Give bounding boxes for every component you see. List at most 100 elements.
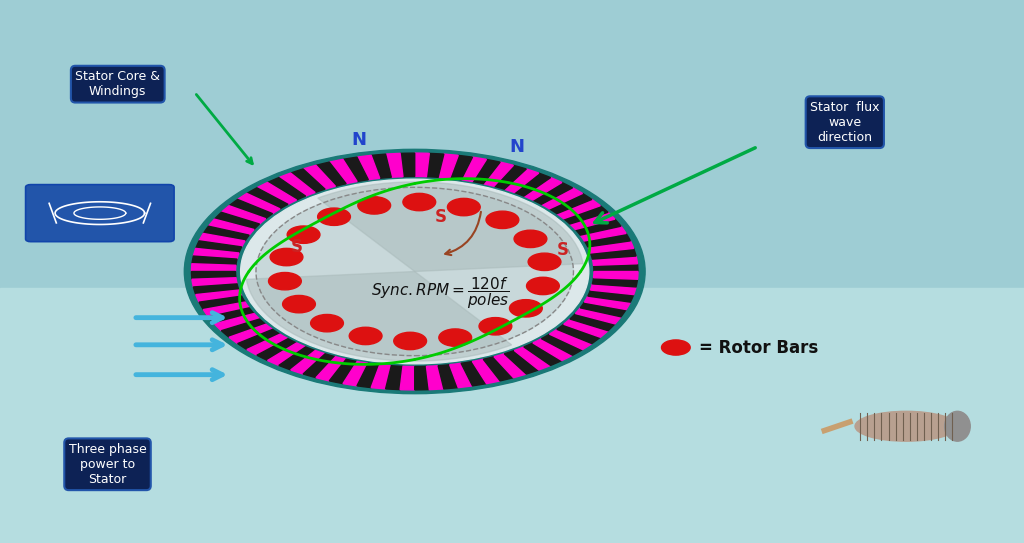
Wedge shape — [357, 155, 380, 180]
Wedge shape — [209, 219, 254, 235]
Wedge shape — [371, 154, 391, 178]
Wedge shape — [461, 362, 486, 386]
Wedge shape — [585, 233, 631, 247]
Wedge shape — [570, 313, 615, 331]
Wedge shape — [343, 157, 369, 181]
Wedge shape — [593, 277, 638, 287]
Text: $\mathit{Sync.RPM} = \dfrac{120f}{poles}$: $\mathit{Sync.RPM} = \dfrac{120f}{poles}… — [371, 275, 510, 311]
Wedge shape — [438, 365, 459, 389]
Wedge shape — [267, 343, 305, 365]
Wedge shape — [593, 256, 638, 266]
Wedge shape — [483, 162, 513, 186]
Circle shape — [394, 332, 427, 350]
Wedge shape — [472, 359, 500, 383]
Wedge shape — [426, 153, 443, 177]
Text: N: N — [510, 137, 524, 156]
Wedge shape — [386, 366, 403, 390]
Wedge shape — [279, 173, 315, 196]
Wedge shape — [400, 367, 415, 390]
Wedge shape — [257, 339, 297, 361]
Wedge shape — [483, 357, 513, 381]
Wedge shape — [524, 343, 562, 365]
Wedge shape — [514, 347, 551, 370]
Wedge shape — [494, 354, 526, 378]
Wedge shape — [194, 248, 239, 259]
Circle shape — [486, 211, 519, 229]
Wedge shape — [316, 357, 346, 381]
Text: Stator Core &
Windings: Stator Core & Windings — [75, 70, 161, 98]
Wedge shape — [191, 277, 237, 287]
Wedge shape — [461, 157, 486, 181]
Wedge shape — [594, 264, 638, 272]
Wedge shape — [570, 212, 615, 230]
Wedge shape — [196, 241, 242, 253]
Wedge shape — [204, 302, 249, 317]
Wedge shape — [317, 182, 583, 272]
Wedge shape — [564, 319, 608, 337]
Wedge shape — [330, 359, 357, 383]
Ellipse shape — [855, 412, 957, 441]
Wedge shape — [400, 153, 415, 176]
Text: S: S — [291, 238, 303, 256]
Ellipse shape — [945, 412, 971, 441]
Wedge shape — [581, 302, 626, 317]
Circle shape — [447, 198, 480, 216]
Wedge shape — [591, 248, 636, 259]
Wedge shape — [550, 193, 592, 213]
Text: = Rotor Bars: = Rotor Bars — [699, 338, 818, 357]
Wedge shape — [426, 366, 443, 390]
Wedge shape — [505, 169, 539, 192]
Circle shape — [514, 230, 547, 248]
Wedge shape — [247, 334, 288, 355]
FancyBboxPatch shape — [26, 185, 174, 242]
Text: S: S — [557, 241, 569, 259]
Wedge shape — [575, 308, 621, 324]
Wedge shape — [214, 313, 259, 331]
Circle shape — [439, 329, 472, 346]
Circle shape — [268, 273, 301, 290]
Circle shape — [510, 300, 543, 317]
Wedge shape — [316, 162, 346, 186]
Circle shape — [256, 187, 573, 356]
Wedge shape — [303, 354, 336, 378]
Circle shape — [310, 314, 343, 332]
Text: S: S — [434, 208, 446, 226]
Wedge shape — [209, 308, 254, 324]
Wedge shape — [550, 330, 592, 350]
Circle shape — [184, 149, 645, 394]
Circle shape — [241, 179, 589, 364]
Circle shape — [283, 295, 315, 313]
Wedge shape — [291, 169, 326, 192]
Wedge shape — [357, 363, 380, 388]
Wedge shape — [386, 153, 403, 177]
Wedge shape — [371, 365, 391, 389]
Wedge shape — [450, 363, 472, 388]
Wedge shape — [450, 155, 472, 180]
Wedge shape — [575, 219, 621, 235]
Wedge shape — [588, 290, 634, 302]
Wedge shape — [472, 160, 500, 184]
Wedge shape — [581, 226, 626, 241]
Wedge shape — [505, 351, 539, 374]
Circle shape — [317, 208, 350, 225]
Circle shape — [270, 248, 303, 266]
Circle shape — [528, 253, 561, 270]
Wedge shape — [257, 182, 297, 204]
Wedge shape — [343, 362, 369, 386]
Wedge shape — [199, 233, 245, 247]
Circle shape — [662, 340, 690, 355]
Wedge shape — [415, 367, 429, 390]
Wedge shape — [247, 188, 288, 209]
Circle shape — [349, 327, 382, 345]
Wedge shape — [229, 199, 272, 219]
Wedge shape — [514, 173, 551, 196]
Wedge shape — [247, 272, 512, 361]
Wedge shape — [532, 182, 572, 204]
Wedge shape — [438, 154, 459, 178]
Wedge shape — [279, 347, 315, 370]
Wedge shape — [191, 264, 236, 272]
Wedge shape — [585, 296, 631, 310]
Wedge shape — [415, 153, 429, 176]
Wedge shape — [542, 188, 583, 209]
Wedge shape — [214, 212, 259, 230]
